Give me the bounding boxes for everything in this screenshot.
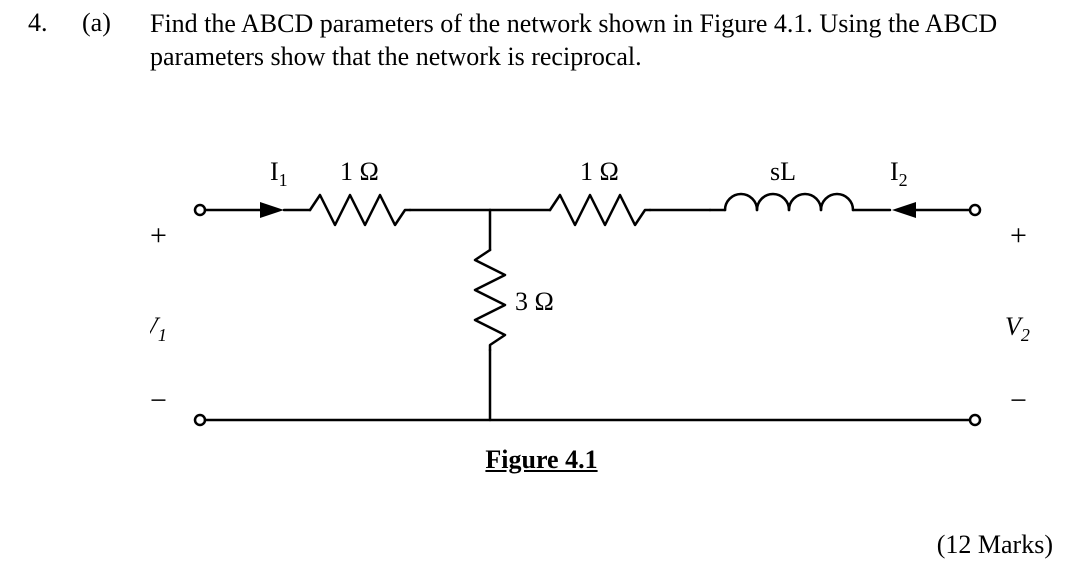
- figure-caption: Figure 4.1: [0, 445, 1083, 475]
- label-i1: I1: [270, 157, 288, 190]
- label-v2: V2: [1005, 312, 1030, 345]
- page: 4. (a) Find the ABCD parameters of the n…: [0, 0, 1083, 577]
- label-r1: 1 Ω: [340, 157, 379, 186]
- v2-minus: −: [1010, 384, 1027, 417]
- v2-plus: +: [1010, 219, 1027, 252]
- label-sl: sL: [770, 157, 796, 186]
- v1-minus: −: [150, 384, 167, 417]
- label-v1: V1: [150, 312, 167, 345]
- question-number: 4.: [28, 8, 48, 38]
- v1-plus: +: [150, 219, 167, 252]
- label-r2: 1 Ω: [580, 157, 619, 186]
- label-r3: 3 Ω: [515, 287, 554, 316]
- question-part: (a): [82, 8, 111, 38]
- marks-label: (12 Marks): [937, 530, 1053, 560]
- circuit-svg: I1 1 Ω 1 Ω sL I2 3 Ω + V1 − + V2 −: [150, 140, 1050, 460]
- label-i2: I2: [890, 157, 908, 190]
- circuit-figure: I1 1 Ω 1 Ω sL I2 3 Ω + V1 − + V2 −: [150, 140, 1050, 460]
- question-text: Find the ABCD parameters of the network …: [150, 8, 1050, 73]
